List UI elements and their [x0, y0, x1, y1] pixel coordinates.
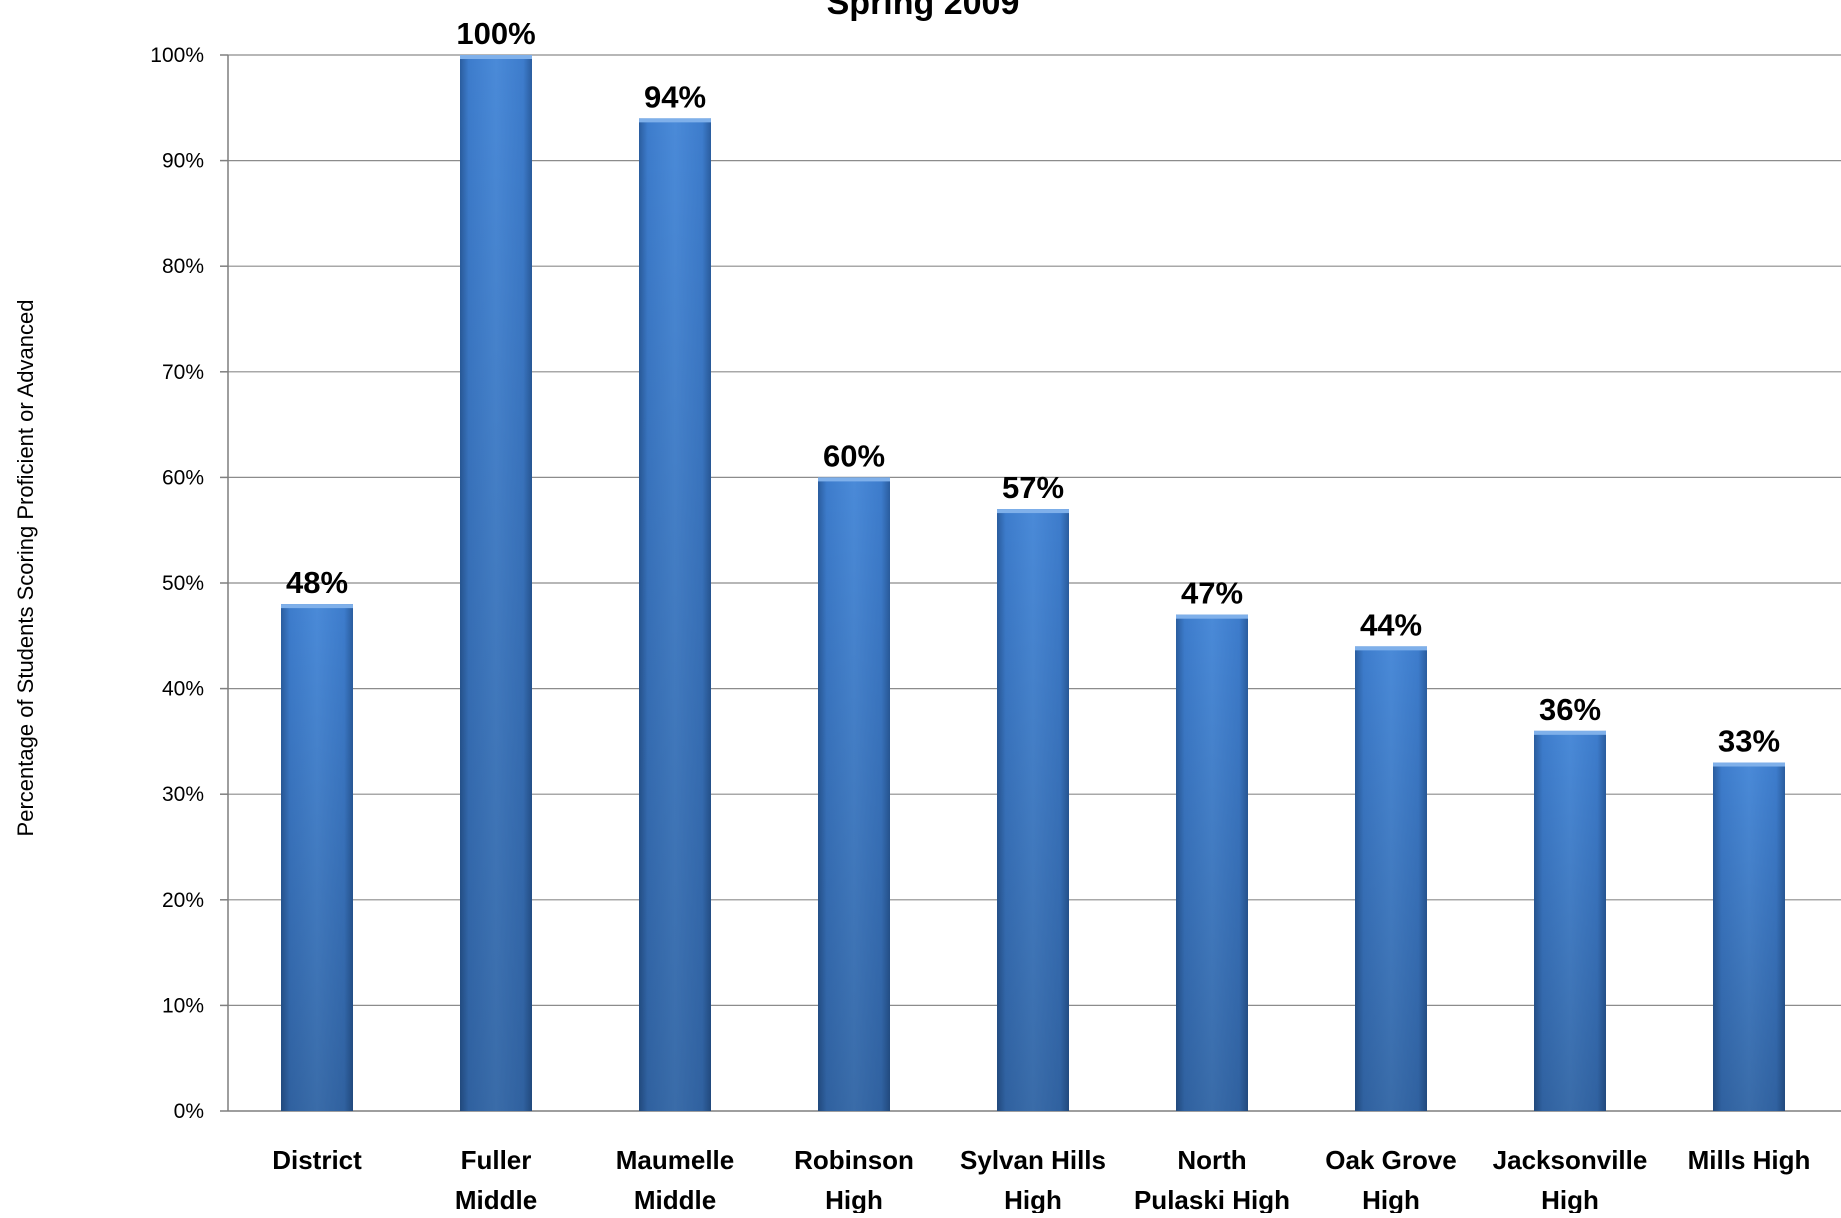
x-tick-labels: District Fuller Middle Maumelle Middle Robins… — [272, 1145, 1811, 1215]
data-label: 33% — [1718, 724, 1780, 759]
x-tick-label: Fuller — [461, 1145, 532, 1175]
x-tick-label: Oak Grove — [1325, 1145, 1457, 1175]
y-tick-labels: 0% 10% 20% 30% 40% 50% 60% 70% 80% 90% 100% — [150, 44, 204, 1123]
bars — [281, 55, 1785, 1112]
x-tick-label: Sylvan Hills — [960, 1145, 1106, 1175]
data-label: 44% — [1360, 607, 1422, 642]
bar-shade — [1534, 730, 1606, 1111]
bar — [1713, 762, 1785, 1111]
x-tick-label: Jacksonville — [1493, 1145, 1648, 1175]
y-tick-label: 10% — [162, 994, 204, 1017]
bar-top-highlight — [818, 477, 890, 482]
y-tick-label: 70% — [162, 361, 204, 384]
x-tick-label: Middle — [455, 1185, 537, 1213]
y-tick-label: 90% — [162, 150, 204, 173]
bar-shade — [1355, 646, 1427, 1111]
data-label: 36% — [1539, 692, 1601, 727]
x-tick-label: Maumelle — [616, 1145, 735, 1175]
bar-top-highlight — [1534, 730, 1606, 735]
x-tick-label: Robinson — [794, 1145, 914, 1175]
bar-top-highlight — [460, 55, 532, 59]
x-tick-label: High — [1362, 1185, 1420, 1213]
bar-shade — [1713, 762, 1785, 1111]
bar-shade — [997, 509, 1069, 1112]
data-label: 100% — [456, 16, 535, 51]
x-tick-label: High — [825, 1185, 883, 1213]
bar-top-highlight — [1355, 646, 1427, 651]
data-label: 47% — [1181, 576, 1243, 611]
bar-top-highlight — [1176, 614, 1248, 619]
y-tick-label: 0% — [174, 1100, 204, 1123]
x-tick-label: Middle — [634, 1185, 716, 1213]
bar-top-highlight — [1713, 762, 1785, 767]
bar — [460, 55, 532, 1111]
bar — [818, 477, 890, 1111]
data-labels: 48% 100% 94% 60% 57% 47% 44% 36% 33% — [286, 16, 1780, 759]
x-tick-label: Mills High — [1688, 1145, 1811, 1175]
data-label: 48% — [286, 565, 348, 600]
y-tick-label: 50% — [162, 572, 204, 595]
y-tick-label: 100% — [150, 44, 204, 67]
y-tick-label: 20% — [162, 889, 204, 912]
bar-shade — [1176, 614, 1248, 1111]
bar-top-highlight — [281, 604, 353, 609]
data-label: 57% — [1002, 470, 1064, 505]
bar — [997, 509, 1069, 1112]
chart-title: Spring 2009 — [827, 0, 1020, 22]
y-tick-label: 80% — [162, 255, 204, 278]
x-tick-label: Pulaski High — [1134, 1185, 1290, 1213]
bar — [1534, 730, 1606, 1111]
y-tick-label: 60% — [162, 466, 204, 489]
bar — [1176, 614, 1248, 1111]
x-tick-label: District — [272, 1145, 362, 1175]
bar — [639, 118, 711, 1112]
bar-shade — [460, 55, 532, 1111]
x-tick-label: High — [1004, 1185, 1062, 1213]
x-tick-label: High — [1541, 1185, 1599, 1213]
y-tick-label: 30% — [162, 783, 204, 806]
data-label: 94% — [644, 79, 706, 114]
y-tick-label: 40% — [162, 678, 204, 701]
data-label: 60% — [823, 438, 885, 473]
x-tick-label: North — [1177, 1145, 1246, 1175]
bar — [281, 604, 353, 1111]
bar-top-highlight — [997, 509, 1069, 514]
y-axis-title: Percentage of Students Scoring Proficien… — [13, 300, 38, 837]
bar-shade — [818, 477, 890, 1111]
bar-top-highlight — [639, 118, 711, 123]
bar-shade — [281, 604, 353, 1111]
bar — [1355, 646, 1427, 1111]
bar-shade — [639, 118, 711, 1112]
